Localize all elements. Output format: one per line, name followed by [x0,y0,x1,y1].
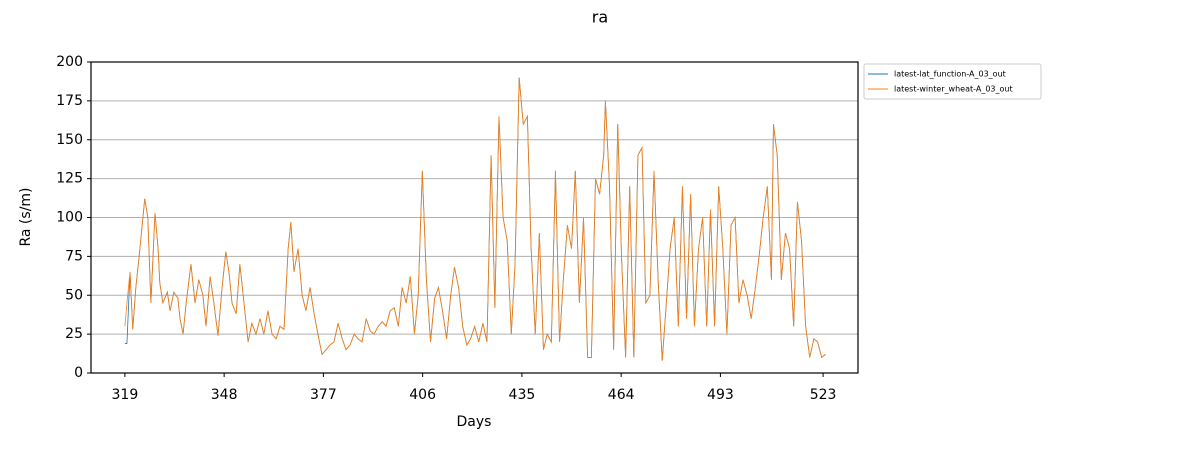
x-tick-label: 406 [409,387,436,403]
y-tick-label: 0 [74,365,83,381]
y-tick-label: 175 [56,93,83,109]
y-axis-label: Ra (s/m) [18,187,34,246]
x-tick-label: 493 [707,387,734,403]
y-tick-label: 200 [56,54,83,70]
x-tick-label: 377 [310,387,337,403]
data-line [124,77,826,361]
x-axis-label: Days [457,414,492,430]
legend-label: latest-winter_wheat-A_03_out [894,85,1013,94]
y-tick-label: 75 [65,248,83,264]
x-tick-label: 348 [211,387,238,403]
legend: latest-lat_function-A_03_out latest-winte… [863,63,1042,100]
y-tick-label: 150 [56,132,83,148]
chart-title: ra [592,8,608,27]
x-tick-label: 435 [509,387,536,403]
plot-frame [90,61,859,374]
x-tick-label: 319 [112,387,139,403]
x-tick-label: 523 [810,387,837,403]
x-tick-label: 464 [608,387,635,403]
legend-box [863,63,1042,100]
y-tick-label: 125 [56,171,83,187]
legend-label: latest-lat_function-A_03_out [894,70,1006,79]
y-tick-label: 100 [56,210,83,226]
y-tick-label: 50 [65,287,83,303]
y-tick-label: 25 [65,326,83,342]
